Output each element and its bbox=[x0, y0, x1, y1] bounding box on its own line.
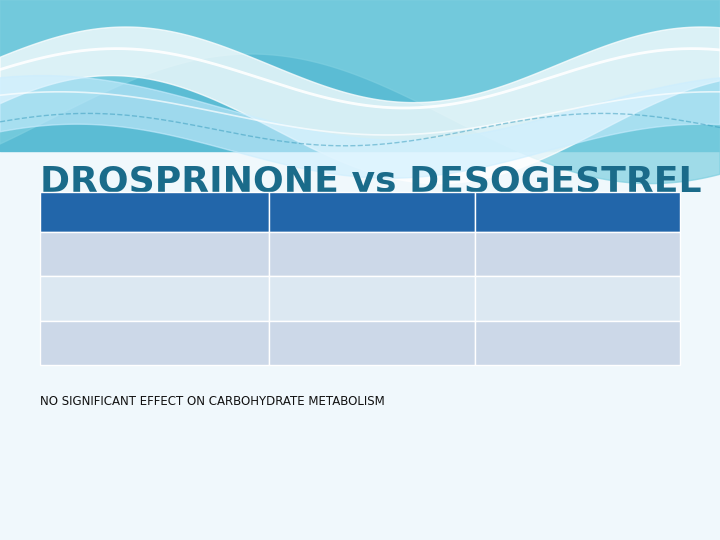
FancyBboxPatch shape bbox=[40, 321, 269, 365]
Text: Increases  by  7.09%: Increases by 7.09% bbox=[483, 294, 599, 303]
FancyBboxPatch shape bbox=[40, 192, 269, 232]
Text: Decreases  by  5.88%: Decreases by 5.88% bbox=[277, 338, 399, 348]
FancyBboxPatch shape bbox=[475, 192, 680, 232]
Text: DROSPRINONE vs DESOGESTREL: DROSPRINONE vs DESOGESTREL bbox=[40, 165, 701, 199]
Text: Increases  by  7.52%: Increases by 7.52% bbox=[277, 294, 394, 303]
FancyBboxPatch shape bbox=[475, 276, 680, 321]
FancyBboxPatch shape bbox=[269, 192, 475, 232]
FancyBboxPatch shape bbox=[475, 321, 680, 365]
FancyBboxPatch shape bbox=[40, 276, 269, 321]
Text: SERUM TRIGLYCERIDE: SERUM TRIGLYCERIDE bbox=[49, 249, 171, 259]
Text: NO SIGNIFICANT EFFECT ON CARBOHYDRATE METABOLISM: NO SIGNIFICANT EFFECT ON CARBOHYDRATE ME… bbox=[40, 395, 384, 408]
Text: DROSPRINONE: DROSPRINONE bbox=[277, 207, 369, 217]
Text: Increases  by  3.97%: Increases by 3.97% bbox=[277, 249, 394, 259]
Text: LIPID AFTER 6 CYCLES: LIPID AFTER 6 CYCLES bbox=[49, 207, 187, 217]
Text: Increases  by  4.16%: Increases by 4.16% bbox=[483, 249, 599, 259]
Text: SERUM LDL-C: SERUM LDL-C bbox=[49, 338, 125, 348]
Text: DESOGESTREL: DESOGESTREL bbox=[483, 207, 573, 217]
Text: SERUM HDL-C: SERUM HDL-C bbox=[49, 294, 127, 303]
FancyBboxPatch shape bbox=[475, 232, 680, 276]
Text: Decreased  by  4.22%: Decreased by 4.22% bbox=[483, 338, 606, 348]
FancyBboxPatch shape bbox=[269, 276, 475, 321]
FancyBboxPatch shape bbox=[40, 232, 269, 276]
FancyBboxPatch shape bbox=[269, 232, 475, 276]
FancyBboxPatch shape bbox=[269, 321, 475, 365]
